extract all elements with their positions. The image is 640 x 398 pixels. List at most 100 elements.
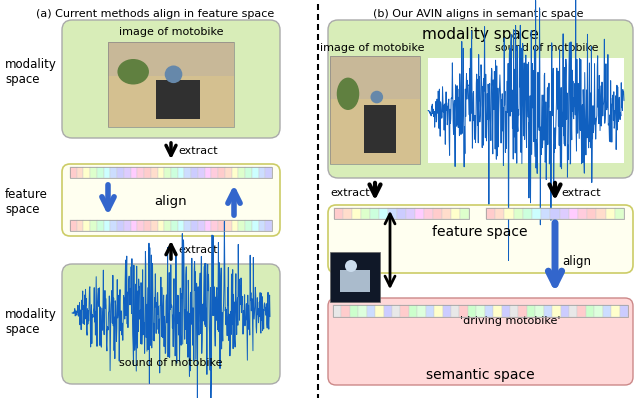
Bar xyxy=(343,208,352,219)
Bar xyxy=(375,305,383,317)
Bar xyxy=(426,305,434,317)
Bar xyxy=(111,220,117,231)
Text: extract: extract xyxy=(561,188,600,198)
Bar xyxy=(484,305,493,317)
Ellipse shape xyxy=(118,59,149,84)
Bar xyxy=(117,167,124,178)
FancyBboxPatch shape xyxy=(328,205,633,273)
Bar xyxy=(541,208,550,219)
Bar xyxy=(433,208,442,219)
Bar xyxy=(350,305,358,317)
Bar xyxy=(569,305,577,317)
Bar xyxy=(424,208,433,219)
Circle shape xyxy=(371,91,383,103)
Bar xyxy=(184,167,191,178)
Bar xyxy=(352,208,361,219)
Bar xyxy=(238,167,245,178)
Text: align: align xyxy=(155,195,188,209)
Bar xyxy=(72,272,270,354)
Text: (b) Our AVIN aligns in semantic space: (b) Our AVIN aligns in semantic space xyxy=(372,9,583,19)
Bar xyxy=(460,305,468,317)
Bar xyxy=(108,42,234,127)
Bar xyxy=(259,220,265,231)
Bar xyxy=(451,208,460,219)
Bar xyxy=(514,208,523,219)
Bar xyxy=(535,305,544,317)
Bar xyxy=(550,208,559,219)
Bar xyxy=(104,167,110,178)
Bar xyxy=(131,220,138,231)
Bar xyxy=(620,305,628,317)
Bar xyxy=(434,305,443,317)
Bar xyxy=(406,208,415,219)
Bar xyxy=(156,80,200,119)
Bar xyxy=(451,305,460,317)
Bar xyxy=(340,269,370,292)
Bar xyxy=(615,208,624,219)
FancyBboxPatch shape xyxy=(62,20,280,138)
Bar xyxy=(124,220,131,231)
Bar xyxy=(265,167,272,178)
Bar xyxy=(388,208,397,219)
Text: 'driving motobike': 'driving motobike' xyxy=(460,316,561,326)
Bar xyxy=(392,305,401,317)
FancyBboxPatch shape xyxy=(62,264,280,384)
Bar xyxy=(218,220,225,231)
Bar xyxy=(532,208,541,219)
Text: semantic space: semantic space xyxy=(426,368,534,382)
Bar xyxy=(341,305,350,317)
Bar xyxy=(184,220,191,231)
Bar xyxy=(611,305,620,317)
Bar xyxy=(97,220,104,231)
Bar xyxy=(510,305,518,317)
Bar xyxy=(83,167,90,178)
Text: feature space: feature space xyxy=(432,225,528,239)
Bar xyxy=(131,167,138,178)
Text: object: object xyxy=(338,305,372,315)
Bar xyxy=(111,167,117,178)
Ellipse shape xyxy=(337,78,359,110)
Bar xyxy=(577,305,586,317)
Bar xyxy=(198,167,205,178)
Bar xyxy=(578,208,588,219)
Text: sound of motobike: sound of motobike xyxy=(495,43,599,53)
Bar xyxy=(596,208,605,219)
Bar xyxy=(104,220,110,231)
Bar xyxy=(144,167,151,178)
Bar xyxy=(70,167,272,178)
Bar xyxy=(151,167,157,178)
Bar xyxy=(70,220,272,231)
Bar xyxy=(504,208,514,219)
Bar xyxy=(518,305,527,317)
Bar xyxy=(138,167,144,178)
Bar xyxy=(527,305,535,317)
Text: extract: extract xyxy=(178,146,218,156)
Bar xyxy=(108,42,234,76)
Bar xyxy=(252,220,259,231)
Bar xyxy=(605,208,615,219)
Text: sound of motobike: sound of motobike xyxy=(119,358,223,368)
Bar xyxy=(569,208,578,219)
Bar xyxy=(603,305,611,317)
Text: modality space: modality space xyxy=(422,27,538,42)
Bar xyxy=(238,220,245,231)
FancyBboxPatch shape xyxy=(62,164,280,236)
Bar xyxy=(171,220,178,231)
Bar xyxy=(232,220,238,231)
Bar xyxy=(211,220,218,231)
Bar xyxy=(330,56,420,99)
Bar xyxy=(144,220,151,231)
Bar xyxy=(401,305,409,317)
Bar xyxy=(108,76,234,127)
Bar xyxy=(460,208,469,219)
Bar xyxy=(486,208,495,219)
Bar xyxy=(164,167,171,178)
Bar xyxy=(157,167,164,178)
Bar xyxy=(495,208,504,219)
Bar xyxy=(178,167,184,178)
Bar xyxy=(97,167,104,178)
Bar xyxy=(232,167,238,178)
Circle shape xyxy=(345,260,357,272)
Bar xyxy=(493,305,502,317)
Bar xyxy=(90,220,97,231)
